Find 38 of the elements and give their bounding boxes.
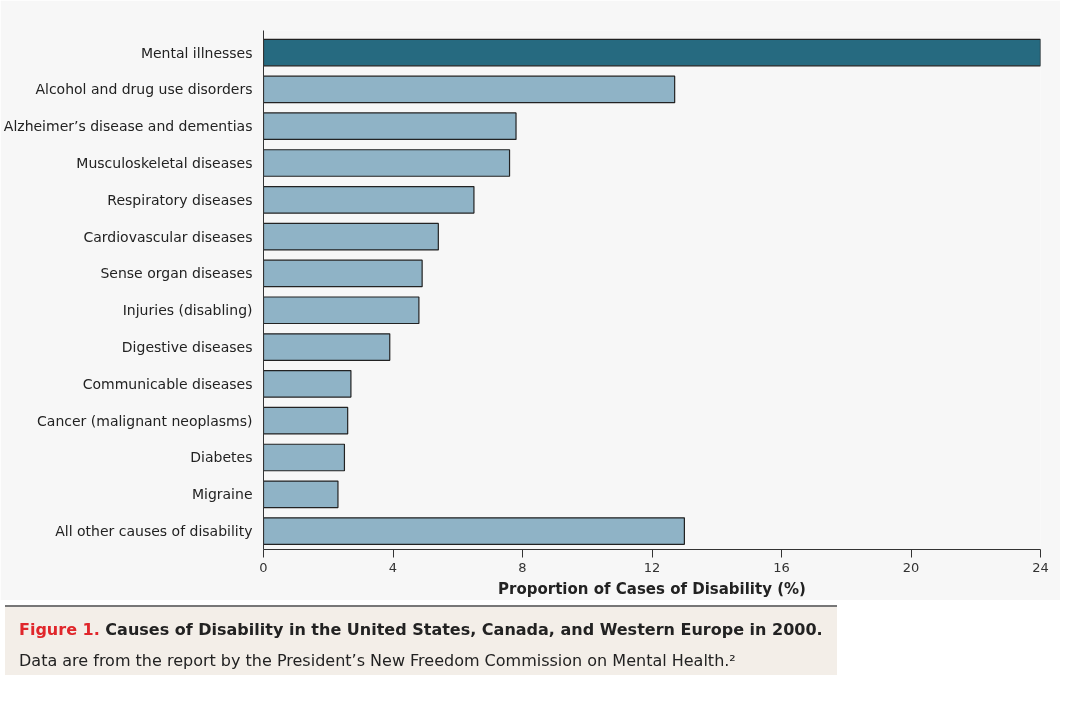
text: Data are from the report by the President’s New Freedom Commission on Mental Health.² [19,649,737,672]
y-tick-label: Alzheimer’s disease and dementias [3,118,253,135]
x-tick-label: 8 [518,559,527,575]
x-tick-label: 0 [259,559,268,575]
bar [263,333,391,361]
bar [263,370,352,398]
x-tick-label: 12 [643,559,661,575]
y-tick-label: Musculoskeletal diseases [76,155,253,172]
y-tick-label: Mental illnesses [140,44,253,61]
x-tick-label: 16 [773,559,790,575]
bar [263,38,1041,67]
bar [263,222,439,251]
bar [263,185,475,214]
y-tick-label: Alcohol and drug use disorders [35,81,253,98]
x-tick-label: 20 [902,559,920,575]
y-tick-label: Sense organ diseases [100,265,253,282]
x-axis-title: Proportion of Cases of Disability (%) [498,579,806,598]
y-tick-label: All other causes of disability [55,523,253,540]
y-tick-label: Cardiovascular diseases [83,228,253,245]
bar [263,443,346,472]
y-tick-label: Migraine [191,486,253,503]
bar [263,259,423,288]
bar [263,406,349,435]
text: Figure 1. Causes of Disability in the United States, Canada, and Western Europe in 2000. [19,619,823,641]
x-tick-label: 4 [388,559,398,575]
y-tick-label: Cancer (malignant neoplasms) [37,412,253,429]
bar [263,517,685,545]
y-tick-label: Injuries (disabling) [122,302,253,319]
bar [263,112,517,141]
bar [263,480,339,509]
y-tick-label: Diabetes [190,449,253,466]
y-tick-label: Communicable diseases [82,375,253,392]
bar [263,296,420,325]
x-tick-label: 24 [1032,559,1049,575]
y-tick-label: Digestive diseases [121,339,253,356]
bar [263,75,676,104]
bar [263,149,511,177]
y-tick-label: Respiratory diseases [107,191,253,208]
